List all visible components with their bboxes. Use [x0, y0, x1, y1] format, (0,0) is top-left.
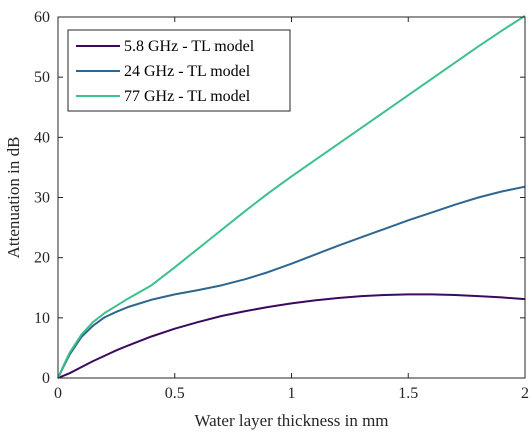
- y-tick-label: 40: [34, 129, 50, 146]
- series-line-1: [57, 185, 526, 379]
- x-axis-label: Water layer thickness in mm: [194, 411, 388, 430]
- x-tick-label: 1.5: [398, 385, 418, 402]
- y-tick-label: 10: [34, 310, 50, 327]
- x-tick-label: 1: [288, 385, 296, 402]
- y-tick-label: 60: [34, 9, 50, 26]
- x-tick-label: 2: [521, 385, 529, 402]
- legend-label-2: 77 GHz - TL model: [124, 88, 251, 105]
- x-tick-label: 0: [54, 385, 62, 402]
- y-tick-label: 0: [42, 370, 50, 387]
- y-tick-label: 50: [34, 69, 50, 86]
- series-lines: [57, 14, 526, 379]
- y-tick-label: 30: [34, 190, 50, 207]
- x-tick-label: 0.5: [165, 385, 185, 402]
- legend-label-0: 5.8 GHz - TL model: [124, 38, 255, 55]
- legend: 5.8 GHz - TL model 24 GHz - TL model 77 GH…: [67, 29, 291, 112]
- y-axis-label: Attenuation in dB: [4, 137, 23, 259]
- y-tick-label: 20: [34, 250, 50, 267]
- series-line-0: [57, 293, 526, 379]
- series-line-2: [57, 14, 526, 379]
- legend-label-1: 24 GHz - TL model: [124, 63, 251, 80]
